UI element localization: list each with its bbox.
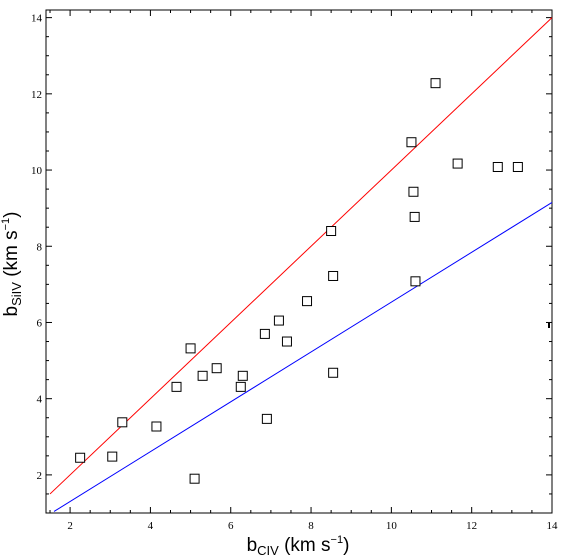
data-point bbox=[171, 381, 182, 392]
data-point bbox=[185, 343, 196, 354]
data-point bbox=[211, 363, 222, 374]
data-point bbox=[197, 370, 208, 381]
data-point bbox=[408, 186, 419, 197]
y-tick-labels: 2 4 6 8 10 12 14 bbox=[31, 13, 43, 482]
y-tick-label: 10 bbox=[31, 165, 43, 177]
data-point bbox=[409, 211, 420, 222]
data-point bbox=[235, 381, 246, 392]
data-point bbox=[189, 473, 200, 484]
data-point bbox=[273, 315, 284, 326]
data-point bbox=[261, 413, 272, 424]
axis-ticks bbox=[46, 10, 553, 513]
data-point bbox=[328, 270, 339, 281]
data-point bbox=[281, 336, 292, 347]
reference-line-1 bbox=[49, 17, 553, 495]
y-axis-label: bSiIV (km s−1) bbox=[0, 211, 24, 316]
data-point bbox=[452, 158, 463, 169]
data-point bbox=[302, 296, 313, 307]
data-point bbox=[492, 161, 503, 172]
x-tick-label: 12 bbox=[466, 520, 477, 532]
x-axis-label: bCIV (km s−1) bbox=[247, 534, 350, 558]
x-tick-label: 2 bbox=[67, 520, 73, 532]
x-tick-label: 14 bbox=[547, 520, 559, 532]
data-point bbox=[259, 328, 270, 339]
y-tick-label: 8 bbox=[37, 241, 43, 253]
x-tick-label: 8 bbox=[308, 520, 314, 532]
data-point bbox=[326, 226, 337, 237]
reference-lines bbox=[49, 17, 553, 512]
x-tick-label: 4 bbox=[148, 520, 154, 532]
x-tick-label: 6 bbox=[228, 520, 234, 532]
reference-line-2 bbox=[53, 202, 553, 512]
x-tick-labels: 2 4 6 8 10 12 14 bbox=[67, 520, 558, 532]
data-point bbox=[328, 367, 339, 378]
x-tick-label: 10 bbox=[386, 520, 398, 532]
y-tick-label: 2 bbox=[37, 470, 43, 482]
data-points bbox=[75, 78, 523, 484]
data-point bbox=[430, 78, 441, 89]
data-point bbox=[151, 421, 162, 432]
y-tick-label: 12 bbox=[31, 89, 42, 101]
data-point bbox=[406, 137, 417, 148]
y-tick-label: 14 bbox=[31, 13, 43, 25]
data-point bbox=[410, 276, 421, 287]
y-tick-label: 4 bbox=[37, 394, 43, 406]
plot-frame bbox=[45, 9, 553, 514]
y-tick-label: 6 bbox=[37, 317, 43, 329]
data-point bbox=[75, 452, 86, 463]
data-point bbox=[107, 451, 118, 462]
data-point bbox=[117, 417, 128, 428]
data-point bbox=[512, 161, 523, 172]
data-point bbox=[237, 370, 248, 381]
